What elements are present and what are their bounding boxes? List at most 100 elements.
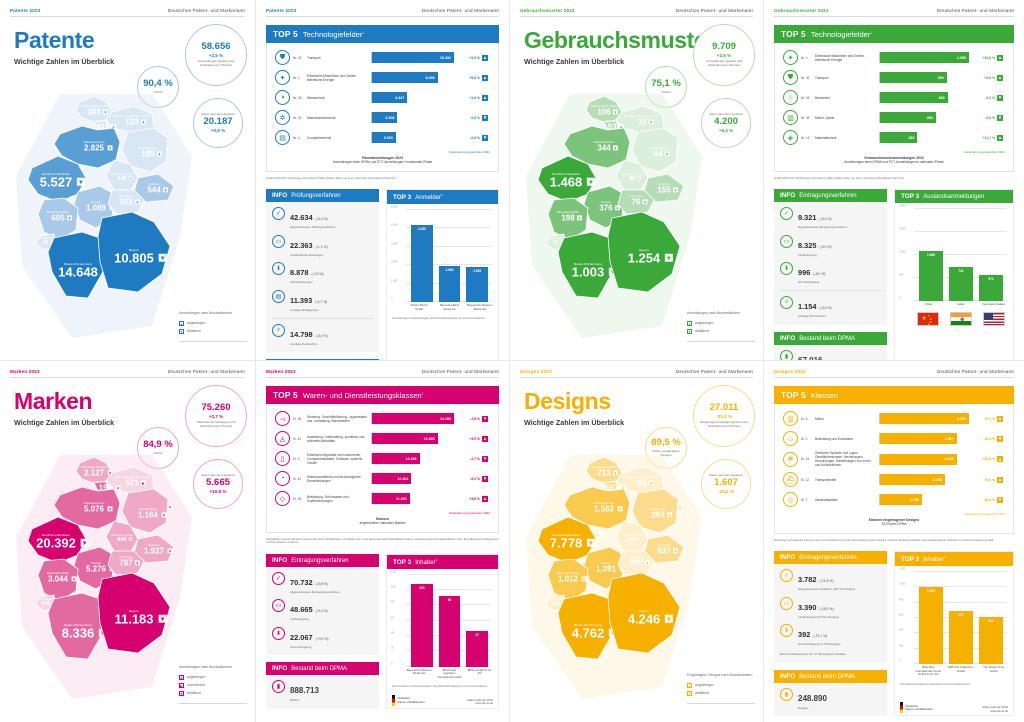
row-rank: Kl. 14 <box>801 457 810 461</box>
arrow-down-icon: ▼ <box>997 435 1003 442</box>
row-change: +34,8 % <box>982 55 995 60</box>
svg-text:7.778: 7.778 <box>550 535 583 550</box>
top5-chart: ▥ Kl. 6 Möbel 4.106 +0,3 % ▲ ◇ Kl. 2 Bekleidung … <box>774 404 1014 534</box>
bubble-online-caption: Online <box>153 451 163 456</box>
arrow-down-icon: ▼ <box>997 94 1003 101</box>
german-flag-icon <box>900 702 903 714</box>
arrow-up-icon: ▲ <box>482 495 488 502</box>
top5-label: TOP 5 <box>273 29 298 39</box>
row-label: Transportmittel <box>815 477 837 482</box>
axis-tick-label: 2.000 <box>899 204 906 208</box>
svg-text:1.089: 1.089 <box>86 204 107 213</box>
top3-title: Anmelder1 <box>415 193 443 202</box>
bar-category-label: Baby Bos Internationale Group GmbH & Co.… <box>915 665 942 677</box>
svg-text:Thüringen: Thüringen <box>629 194 643 198</box>
svg-text:▼: ▼ <box>614 146 618 150</box>
top3-title: Auslandsanmeldungen <box>923 194 985 201</box>
panel-marken-charts: Marken 2023 Deutsches Patent- und Markena… <box>256 361 510 722</box>
arrow-up-icon: ▲ <box>997 415 1003 422</box>
svg-text:155: 155 <box>657 186 671 195</box>
table-row: ◎ Kl. 7 Haushaltsartikel 1.758 -30,3 % ▼ <box>783 492 1005 507</box>
svg-text:▼: ▼ <box>168 549 172 553</box>
row-bar: 900 <box>880 72 947 83</box>
bar-categories: Bayerische Motoren Werke AG Boehringer In… <box>404 667 495 679</box>
table-row: ▥ Kl. 6 Möbel 4.106 +0,3 % ▲ <box>783 411 1005 426</box>
svg-text:Thüringen: Thüringen <box>629 555 643 559</box>
arrow-down-icon: ▼ <box>997 114 1003 121</box>
vehicle-icon: ⛴ <box>783 472 798 487</box>
svg-text:▼: ▼ <box>82 541 88 547</box>
stock-value: 888.713 <box>290 686 319 696</box>
running-head-title: Patente 2023 <box>10 8 41 13</box>
arrow-down-icon: ▼ <box>482 475 488 482</box>
stock-title: Bestand beim DPMA <box>799 335 855 342</box>
arrow-up-icon: ▲ <box>997 54 1003 61</box>
gridline <box>406 245 492 247</box>
info-change: (-8,9 %) <box>819 305 832 310</box>
row-value: 4.106 <box>957 416 966 421</box>
info-caption: abgeschlossene Eintragungsverfahren <box>798 225 848 230</box>
top3-label: TOP 3 <box>901 556 920 564</box>
svg-text:Mecklenburg-Vorpommern: Mecklenburg-Vorpommern <box>114 475 151 479</box>
info-change: (-4,5 %) <box>311 272 324 277</box>
svg-text:Brandenburg: Brandenburg <box>649 146 667 150</box>
list-item: ⬇ 996 (-8,0 %) ohne Eintragung <box>774 257 887 285</box>
divider <box>687 703 755 704</box>
table-row: ✲ Nr. 31 Maschinenelemente 3.208 -0,8 % ▼ <box>275 110 490 125</box>
map-legend-title: Anmeldungen nach Bundesländern <box>179 665 232 670</box>
svg-text:1.091: 1.091 <box>596 565 617 574</box>
arrow-up-icon: ▲ <box>482 94 488 101</box>
page-subtitle: Wichtige Zahlen im Überblick <box>14 418 115 427</box>
row-label: Bekleidung und Kurzwaren <box>815 436 854 441</box>
svg-text:▼: ▼ <box>100 631 106 637</box>
svg-text:Sachsen-Anhalt: Sachsen-Anhalt <box>111 533 133 537</box>
info-caption: veröffentlichte Erteilungen <box>290 252 324 257</box>
bar-value: 1.088 <box>927 253 935 258</box>
bubble-abroad-change: +0,9 % <box>210 128 226 134</box>
stock-value: 67.016 <box>798 355 823 361</box>
page-title: Designs <box>524 388 611 414</box>
arrow-up-icon: ▲ <box>997 476 1003 483</box>
svg-text:646: 646 <box>41 601 50 607</box>
running-head: Gebrauchsmuster 2023 Deutsches Patent- un… <box>774 8 1014 17</box>
bubble-abroad-change: +10,6 % <box>209 489 227 495</box>
top5-header: TOP 5 Technologiefelder1 <box>266 25 499 43</box>
info-value: 22.363 <box>290 240 313 250</box>
bubble-total-caption: Eingetragene Designs gesamt und Veränder… <box>700 420 748 428</box>
svg-text:▼: ▼ <box>618 507 622 511</box>
lower-section: INFO Eintragungsverfahren ✓ 9.321 (-5,4 %) ab… <box>774 189 1014 361</box>
row-bar: 3.208 <box>372 112 398 123</box>
bubble-total-change: -31,3 % <box>716 414 732 420</box>
svg-text:1.468: 1.468 <box>550 174 583 189</box>
info-change: (-5,7 %) <box>315 299 328 304</box>
svg-text:38: 38 <box>629 176 635 182</box>
bar-category-label: Brillux GmbH & Co. KG <box>467 667 492 676</box>
bar-category-label: The House of Art GmbH <box>983 665 1005 673</box>
row-bar: 14.185 <box>372 453 420 464</box>
axis-tick-label: 800 <box>899 598 904 602</box>
svg-text:▼: ▼ <box>619 125 623 129</box>
info-label: INFO <box>780 554 796 562</box>
arrow-up-icon: ▲ <box>482 74 488 81</box>
gridline <box>914 586 1007 588</box>
stock-title: Bestand beim DPMA <box>291 666 347 673</box>
row-value: 2.467 <box>944 436 954 441</box>
bubble-total-caption: Nationale Anmeldungen und Veränderung in… <box>196 420 236 428</box>
gridline <box>914 571 1007 573</box>
top3-title: Inhaber1 <box>923 555 946 564</box>
bubble-total-value: 58.656 <box>201 41 231 53</box>
bar: 108 <box>411 583 433 667</box>
row-bar-track: 16.390 <box>371 433 454 444</box>
svg-text:14.648: 14.648 <box>58 264 98 279</box>
change-note: Veränderung gegenüber 2022 <box>963 150 1005 154</box>
info-value: 14.798 <box>290 329 313 339</box>
svg-text:2.127: 2.127 <box>84 469 105 478</box>
svg-text:▼: ▼ <box>158 152 162 156</box>
table-row: ◈ Nr. 12 Materialtechnik 383 +11,7 % ▲ <box>783 130 1005 145</box>
panel-gebrauchsmuster-charts: Gebrauchsmuster 2023 Deutsches Patent- un… <box>764 0 1024 361</box>
top3-chart: 0 200 400 600 800 1.000 1.200 1.003 697 611 <box>899 568 1009 665</box>
bar: 47 <box>466 630 488 667</box>
table-row: ⛊ Nr. 32 Transport 10.432 +2,5 % ▲ <box>275 50 490 65</box>
svg-text:3.192: 3.192 <box>92 484 113 493</box>
